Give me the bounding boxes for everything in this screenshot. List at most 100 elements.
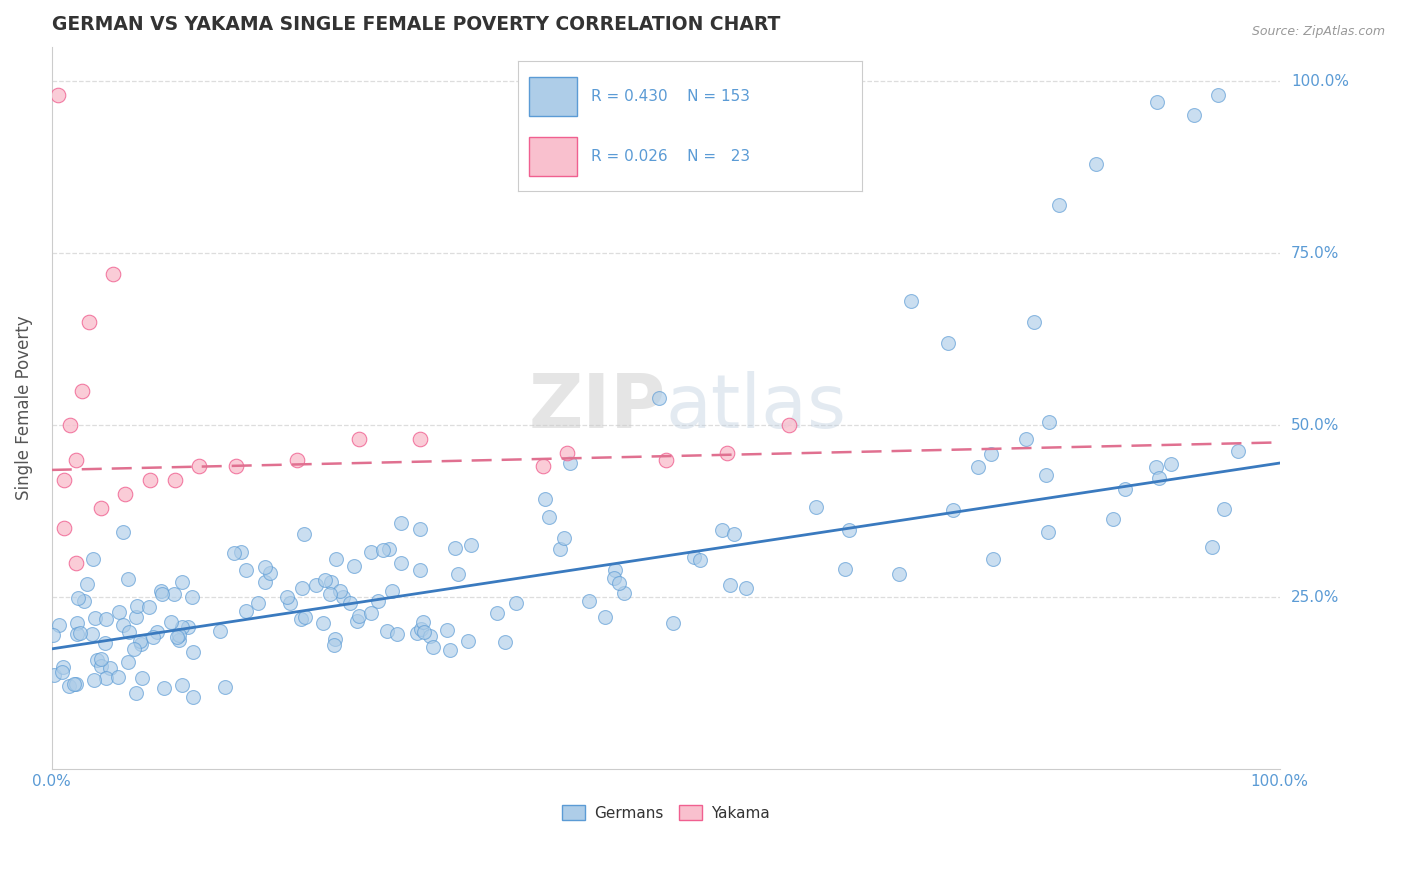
Point [716,446,738,460]
Point [1160,457,1182,471]
Point [305,577,328,591]
Point [834,562,856,576]
Point [253,574,276,589]
Point [181,591,204,605]
Point [83,673,105,687]
Point [169,633,191,648]
Point [46,87,69,102]
Point [312,616,335,631]
Point [347,609,370,624]
Point [367,594,389,608]
Point [247,596,270,610]
Point [53,521,76,535]
Point [278,595,301,609]
Point [734,581,756,595]
Point [323,632,346,646]
Point [209,624,232,639]
Point [1213,502,1236,516]
Point [325,552,347,566]
Point [76,577,98,591]
Point [1147,471,1170,485]
Point [436,624,458,638]
Point [1182,108,1205,122]
Point [409,522,432,536]
Point [375,624,398,638]
Point [152,681,174,695]
Point [967,460,990,475]
Point [90,500,112,515]
Text: ZIP: ZIP [529,371,665,444]
Point [128,633,150,648]
Point [343,558,366,573]
Point [720,578,742,592]
Point [887,567,910,582]
Point [900,294,922,309]
Point [181,690,204,704]
Point [160,615,183,630]
Point [125,609,148,624]
Point [654,452,676,467]
Point [412,625,434,640]
Point [381,583,404,598]
Point [980,447,1002,461]
Point [259,566,281,581]
Point [505,597,527,611]
Point [662,615,685,630]
Point [323,638,346,652]
Point [66,627,89,641]
Point [409,623,432,637]
Point [225,459,247,474]
Point [1084,156,1107,170]
Point [603,563,626,577]
Point [127,599,149,614]
Point [122,642,145,657]
Point [150,587,173,601]
Point [648,391,671,405]
Point [93,635,115,649]
Point [285,452,308,467]
Point [683,549,706,564]
Point [444,541,467,555]
Point [170,620,193,634]
Point [778,418,800,433]
Text: 75.0%: 75.0% [1291,245,1339,260]
Point [1047,198,1070,212]
Point [66,591,89,605]
Point [1015,432,1038,446]
Text: Source: ZipAtlas.com: Source: ZipAtlas.com [1251,25,1385,38]
Text: 100.0%: 100.0% [1291,73,1348,88]
Point [90,659,112,673]
Point [63,677,86,691]
Point [439,643,461,657]
Point [409,432,432,446]
Point [145,624,167,639]
Point [936,335,959,350]
Point [188,459,211,474]
Point [163,587,186,601]
Point [82,552,104,566]
Point [1146,95,1168,109]
Text: 25.0%: 25.0% [1291,590,1339,605]
Point [460,538,482,552]
Point [82,627,104,641]
Point [77,315,100,329]
Point [69,626,91,640]
Point [51,665,73,679]
Point [804,500,827,515]
Point [163,473,186,487]
Point [65,615,87,630]
Point [235,563,257,577]
Point [603,570,626,584]
Text: GERMAN VS YAKAMA SINGLE FEMALE POVERTY CORRELATION CHART: GERMAN VS YAKAMA SINGLE FEMALE POVERTY C… [52,15,780,34]
Point [534,492,557,507]
Point [328,584,350,599]
Point [557,446,579,460]
Point [170,678,193,692]
Point [169,628,191,642]
Point [73,594,96,608]
Point [118,625,141,640]
Point [59,418,82,433]
Point [494,635,516,649]
Point [346,615,368,629]
Point [117,572,139,586]
